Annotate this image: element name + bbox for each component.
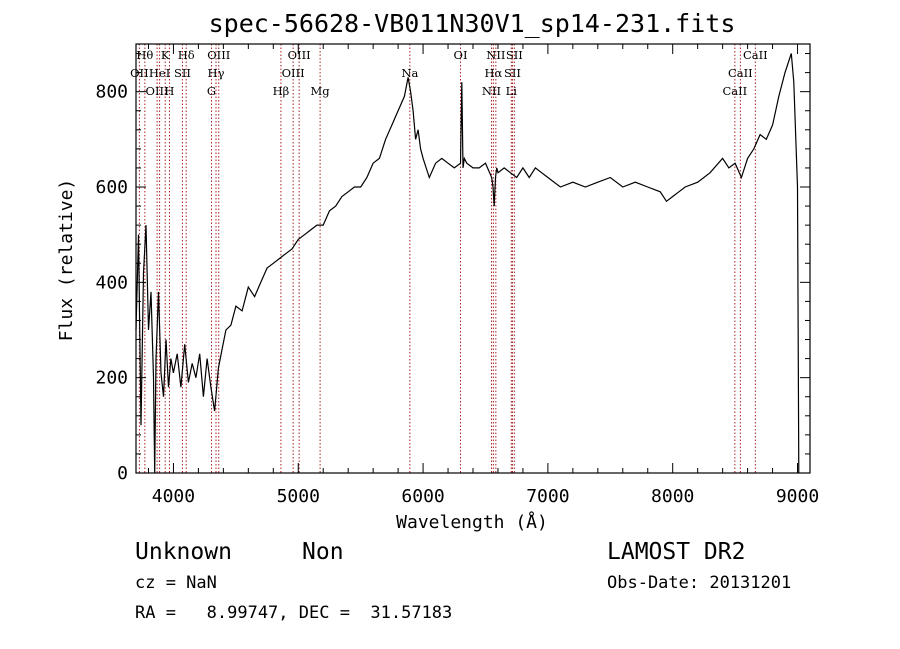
object-subclass: Non bbox=[302, 539, 344, 565]
line-label-11: Hβ bbox=[273, 84, 290, 98]
spectrum-chart: spec-56628-VB011N30V1_sp14-231.fits OIIH… bbox=[56, 9, 819, 533]
line-label-25: CaII bbox=[743, 48, 768, 62]
line-label-10: OIII bbox=[207, 48, 230, 62]
redshift-readout: cz = NaN bbox=[135, 573, 217, 593]
y-axis-label: Flux (relative) bbox=[56, 179, 77, 342]
object-class: Unknown bbox=[135, 539, 232, 565]
spectrum-series-line bbox=[135, 53, 800, 474]
x-tick-label-4000: 4000 bbox=[152, 486, 195, 507]
line-label-20: Li bbox=[506, 84, 518, 98]
y-tick-label-600: 600 bbox=[95, 177, 128, 198]
coordinates-readout: RA = 8.99747, DEC = 31.57183 bbox=[135, 603, 453, 623]
line-label-19: NII bbox=[486, 48, 505, 62]
y-tick-label-0: 0 bbox=[117, 463, 128, 484]
x-axis-ticks: 4000 5000 6000 7000 8000 9000 bbox=[147, 44, 819, 507]
line-label-2: OIII bbox=[146, 84, 169, 98]
spectral-line-labels: OIIHθOIIIHeIKHSIIHδGHγOIIIHβOIIIOIIIMgNa… bbox=[130, 48, 768, 98]
line-label-1: Hθ bbox=[136, 48, 153, 62]
line-label-8: G bbox=[207, 84, 216, 98]
y-tick-label-400: 400 bbox=[95, 272, 128, 293]
spectral-line-markers bbox=[138, 44, 756, 473]
x-tick-label-5000: 5000 bbox=[277, 486, 320, 507]
line-label-18: Hα bbox=[484, 66, 502, 80]
x-axis-label: Wavelength (Å) bbox=[396, 511, 548, 533]
survey-name: LAMOST DR2 bbox=[607, 539, 746, 565]
line-label-21: SII bbox=[504, 66, 521, 80]
y-tick-label-200: 200 bbox=[95, 368, 128, 389]
line-label-9: Hγ bbox=[208, 66, 225, 80]
line-label-7: Hδ bbox=[178, 48, 195, 62]
line-label-6: SII bbox=[174, 66, 191, 80]
y-axis-ticks: 0 200 400 600 800 bbox=[95, 53, 810, 484]
y-tick-label-800: 800 bbox=[95, 82, 128, 103]
chart-title: spec-56628-VB011N30V1_sp14-231.fits bbox=[209, 9, 736, 38]
line-label-17: NII bbox=[482, 84, 501, 98]
x-tick-label-9000: 9000 bbox=[776, 486, 819, 507]
line-label-13: OIII bbox=[288, 48, 311, 62]
line-label-4: K bbox=[161, 48, 170, 62]
line-label-23: CaII bbox=[722, 84, 747, 98]
x-tick-label-6000: 6000 bbox=[401, 486, 444, 507]
plot-frame bbox=[135, 43, 811, 474]
line-label-24: CaII bbox=[728, 66, 753, 80]
line-label-22: SII bbox=[506, 48, 523, 62]
x-tick-label-8000: 8000 bbox=[651, 486, 694, 507]
line-label-15: Na bbox=[401, 66, 418, 80]
line-label-16: OI bbox=[454, 48, 468, 62]
line-label-3: HeI bbox=[149, 66, 170, 80]
observation-date: Obs-Date: 20131201 bbox=[607, 573, 792, 593]
x-tick-label-7000: 7000 bbox=[526, 486, 569, 507]
line-label-12: OIII bbox=[282, 66, 305, 80]
line-label-14: Mg bbox=[311, 84, 331, 98]
line-label-5: H bbox=[164, 84, 174, 98]
